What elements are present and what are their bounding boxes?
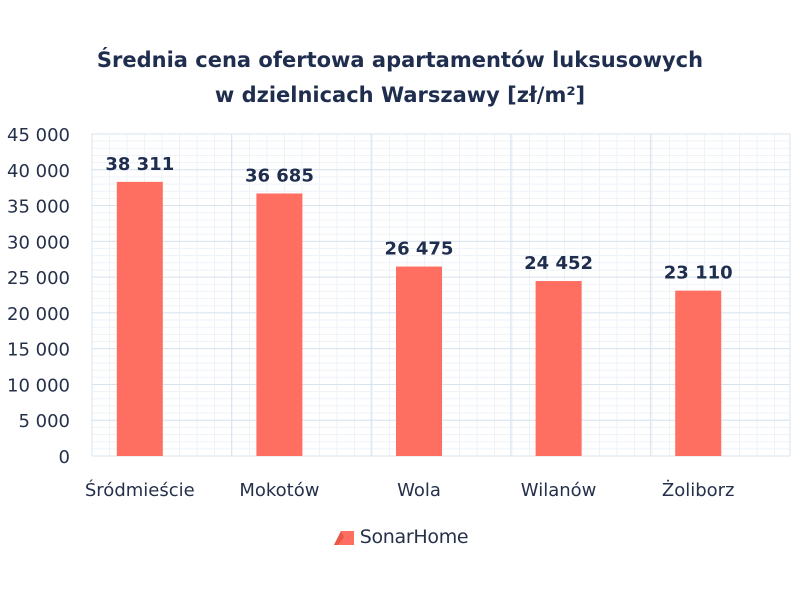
- bar: [675, 290, 722, 456]
- y-tick-label: 15 000: [7, 340, 70, 361]
- x-category-label: Śródmieście: [85, 479, 195, 501]
- bar-value-label: 24 452: [524, 253, 593, 274]
- bar: [396, 266, 442, 456]
- bar: [256, 193, 303, 456]
- y-tick-label: 30 000: [7, 232, 70, 253]
- bar-value-label: 26 475: [385, 239, 454, 260]
- x-category-label: Wilanów: [521, 480, 597, 501]
- y-tick-label: 20 000: [7, 304, 70, 325]
- bar-value-label: 38 311: [105, 154, 174, 175]
- grid: [91, 133, 791, 457]
- brand-logo: SonarHome: [0, 526, 800, 548]
- y-tick-label: 5 000: [18, 411, 70, 432]
- x-category-label: Mokotów: [239, 480, 319, 501]
- y-tick-label: 45 000: [7, 125, 70, 146]
- y-tick-label: 25 000: [7, 268, 70, 289]
- x-category-label: Żoliborz: [662, 480, 735, 501]
- x-category-label: Wola: [397, 480, 441, 501]
- y-tick-label: 10 000: [7, 375, 70, 396]
- chart-title-line2: w dzielnicach Warszawy [zł/m²]: [214, 83, 586, 107]
- chart-title-line1: Średnia cena ofertowa apartamentów luksu…: [96, 48, 704, 72]
- bar: [116, 181, 163, 456]
- house-roof-icon: [333, 531, 354, 545]
- bar-value-label: 36 685: [245, 165, 314, 186]
- y-tick-label: 35 000: [7, 197, 70, 218]
- bar-value-label: 23 110: [664, 263, 733, 284]
- brand-logo-text: SonarHome: [359, 526, 469, 548]
- y-tick-label: 40 000: [7, 161, 70, 182]
- y-tick-label: 0: [59, 447, 70, 468]
- bar: [535, 281, 582, 456]
